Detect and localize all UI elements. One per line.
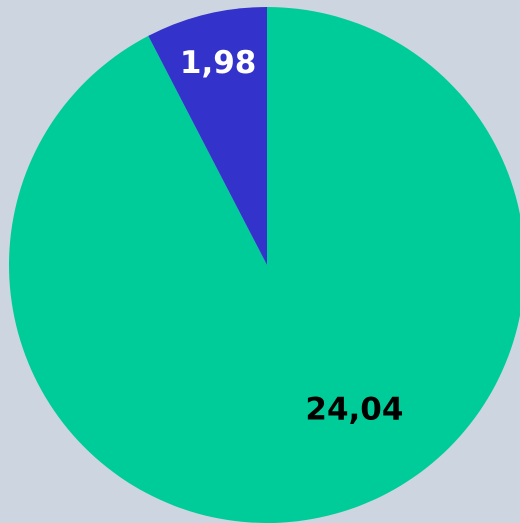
data-label: 1,98 [180, 45, 257, 81]
data-label: 24,04 [305, 392, 403, 428]
pie-slice [148, 7, 267, 265]
pie-slice [9, 7, 520, 523]
